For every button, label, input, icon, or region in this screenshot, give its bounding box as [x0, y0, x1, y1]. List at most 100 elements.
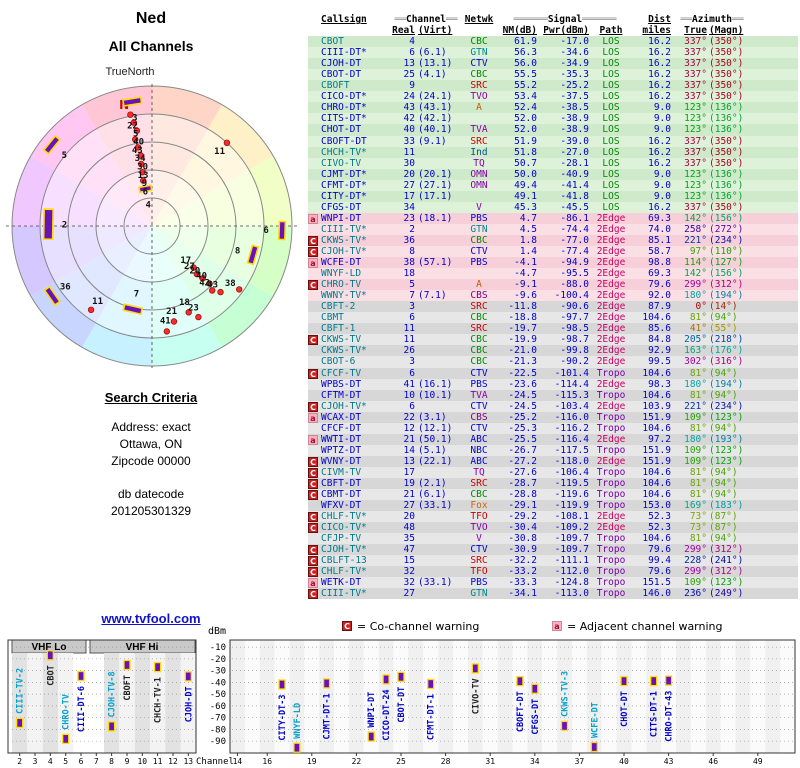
cell-distance: 9.0 [653, 124, 671, 136]
cell-nm: -22.5 [508, 367, 537, 379]
cell-power: -17.0 [560, 36, 589, 48]
cell-azimuth-magnetic: (194°) [709, 290, 744, 302]
page-title: Ned [135, 10, 167, 27]
table-row: CIVO-TV 30 TQ 50.7 -28.1 LOS 16.2 337° (350°) [308, 157, 798, 169]
channel-stripe [497, 640, 513, 753]
cell-power: -99.8 [560, 345, 589, 357]
cell-path: 2Edge [596, 301, 626, 313]
cell-real-channel: 17 [403, 190, 415, 202]
station-marker [560, 720, 569, 732]
channel-tick-label: 14 [233, 757, 243, 766]
table-row: CFMT-DT* 27 (27.1) OMN 49.4 -41.4 LOS 9.0 123° (1… [308, 179, 798, 191]
cell-network: TQ [473, 157, 485, 169]
cell-real-channel: 7 [409, 290, 415, 302]
col-magn: (Magn) [709, 25, 744, 37]
polar-marker-dot [127, 111, 134, 118]
row-flag: C [308, 456, 321, 467]
cell-nm: 53.4 [514, 91, 537, 103]
cell-distance: 104.6 [642, 466, 671, 478]
cell-virtual-channel [415, 158, 461, 169]
search-criteria-heading: Search Criteria [104, 390, 198, 405]
cell-path: LOS [602, 157, 620, 169]
station-marker [77, 670, 85, 682]
cell-real-channel: 4 [409, 36, 415, 48]
cell-nm: -21.3 [508, 356, 537, 368]
cell-azimuth-magnetic: (123°) [709, 444, 744, 456]
table-row: WFXV-DT 27 (33.1) Fox -29.1 -119.9 Tropo 153.0 1… [308, 500, 798, 512]
cell-path: Tropo [596, 411, 626, 423]
cell-azimuth-true: 123° [684, 113, 707, 125]
cell-distance: 104.6 [642, 477, 671, 489]
cell-azimuth-true: 97° [689, 245, 707, 257]
row-flag [308, 445, 321, 456]
cell-distance: 84.8 [648, 334, 671, 346]
cell-path: LOS [602, 102, 620, 114]
cell-azimuth-magnetic: (194°) [709, 378, 744, 390]
cell-azimuth-true: 337° [684, 135, 707, 147]
cell-path: Tropo [596, 422, 626, 434]
channel-stripe [705, 640, 721, 753]
cell-azimuth-true: 337° [684, 157, 707, 169]
cell-network: TVO [470, 91, 488, 103]
station-label: CITY-DT-3 [278, 695, 288, 741]
cell-azimuth-true: 81° [689, 477, 707, 489]
cell-real-channel: 23 [403, 212, 415, 224]
table-header-row-2: Real (Virt) NM(dB) Pwr(dBm) Path miles True (Ma… [308, 25, 798, 36]
cell-callsign: CBMT [321, 312, 344, 324]
cell-callsign: CFJP-TV [321, 533, 362, 545]
cell-callsign: WNPI-DT [321, 212, 362, 224]
cell-network: TFO [470, 511, 488, 523]
row-flag: a [308, 434, 321, 445]
cell-nm: -33.2 [508, 566, 537, 578]
polar-channel-label: 2 [62, 221, 67, 231]
cell-azimuth-true: 109° [684, 455, 707, 467]
station-marker [531, 683, 539, 694]
cell-azimuth-magnetic: (94°) [709, 422, 738, 434]
cell-nm: -24.5 [508, 389, 537, 401]
adjacent-channel-badge-icon: a [308, 412, 318, 423]
polar-marker-dot [206, 280, 213, 287]
cell-azimuth-magnetic: (94°) [709, 489, 738, 501]
polar-channel-label: 7 [134, 290, 139, 300]
row-flag: C [308, 246, 321, 257]
cell-path: 2Edge [596, 400, 626, 412]
co-channel-badge-icon: C [308, 478, 318, 489]
cell-path: 2Edge [596, 455, 626, 467]
table-row: CICO-DT* 24 (24.1) TVO 53.4 -37.5 LOS 16.2 337°(… [308, 91, 798, 103]
row-flag [308, 224, 321, 235]
cell-azimuth-magnetic: (136°) [709, 168, 744, 180]
cell-distance: 98.3 [648, 378, 671, 390]
station-label: CFMT-DT-1 [427, 694, 437, 740]
tvfool-link[interactable]: www.tvfool.com [101, 611, 201, 626]
cell-network: CBC [470, 312, 488, 324]
cell-power: -106.4 [554, 466, 589, 478]
table-row: C CFCF-TV 6 CTV -22.5 -101.4 Tropo 104.6 81° (94°… [308, 367, 798, 379]
polar-marker-dot [223, 139, 231, 146]
cell-power: -25.2 [560, 80, 589, 92]
cell-virtual-channel [415, 588, 461, 599]
table-row: CHCH-TV* 11 Ind 51.8 -27.0 LOS 16.2 337° (350°) [308, 146, 798, 158]
cell-power: -109.7 [554, 544, 589, 556]
row-flag [308, 102, 321, 113]
cell-virtual-channel: (6.1) [418, 489, 447, 501]
polar-channel-label: 8 [235, 247, 240, 257]
cell-callsign: CFMT-DT* [321, 179, 367, 191]
polar-channel-label: 17 [180, 256, 191, 266]
cell-real-channel: 27 [403, 179, 415, 191]
cell-power: -38.9 [560, 113, 589, 125]
table-row: CFGS-DT 34 V 45.3 -45.5 LOS 16.2 337° (350°) [308, 201, 798, 213]
cell-power: -38.5 [560, 102, 589, 114]
cell-distance: 151.9 [642, 411, 671, 423]
cell-azimuth-magnetic: (94°) [709, 312, 738, 324]
co-channel-badge-icon: C [308, 567, 318, 578]
cell-azimuth-magnetic: (350°) [709, 80, 744, 92]
cell-network: SRC [470, 477, 488, 489]
cell-azimuth-magnetic: (272°) [709, 223, 744, 235]
cell-virtual-channel: (57.1) [418, 257, 453, 269]
cell-real-channel: 20 [403, 511, 415, 523]
channel-stripe [58, 653, 74, 753]
cell-power: -109.2 [554, 522, 589, 534]
cell-real-channel: 9 [409, 80, 415, 92]
dbm-tick-label: -10 [210, 643, 226, 653]
channel-stripe [393, 640, 409, 753]
